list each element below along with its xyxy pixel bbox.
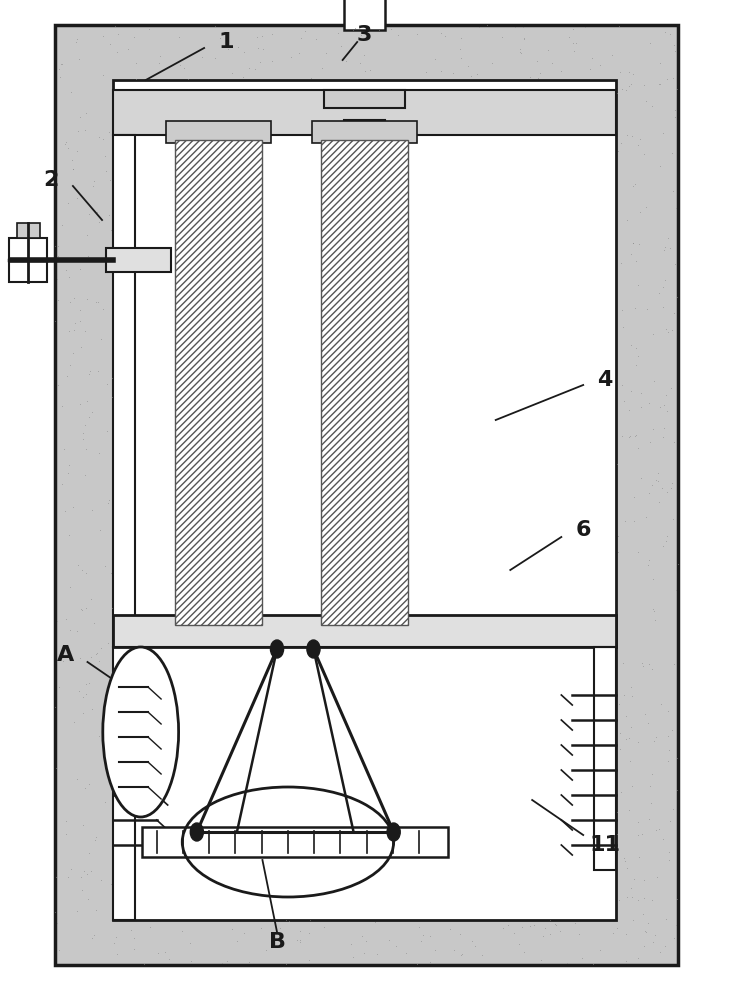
Text: A: A [57, 645, 74, 665]
Bar [166, 623, 271, 645]
Circle shape [190, 823, 203, 841]
Bar [312, 121, 417, 143]
Bar [175, 140, 262, 625]
Text: 4: 4 [597, 370, 613, 390]
Bar [142, 827, 448, 857]
Bar [113, 80, 616, 920]
Text: B: B [268, 932, 286, 952]
Bar [594, 647, 616, 870]
Bar [106, 248, 171, 272]
Bar [312, 623, 417, 645]
Bar [113, 135, 135, 920]
Text: 3: 3 [356, 25, 373, 45]
Bar [324, 90, 405, 108]
Bar [321, 140, 408, 625]
Text: 1: 1 [218, 32, 234, 52]
Bar [344, 0, 385, 30]
Circle shape [387, 823, 400, 841]
Bar [113, 90, 616, 135]
Bar [17, 223, 40, 238]
Bar [344, 120, 385, 150]
Text: 2: 2 [43, 170, 59, 190]
Bar [55, 25, 678, 965]
Text: 6: 6 [575, 520, 591, 540]
Text: 11: 11 [590, 835, 620, 855]
Circle shape [270, 640, 284, 658]
Bar [9, 238, 47, 282]
Bar [166, 121, 271, 143]
Ellipse shape [103, 647, 179, 817]
Bar [113, 615, 616, 647]
Circle shape [307, 640, 320, 658]
